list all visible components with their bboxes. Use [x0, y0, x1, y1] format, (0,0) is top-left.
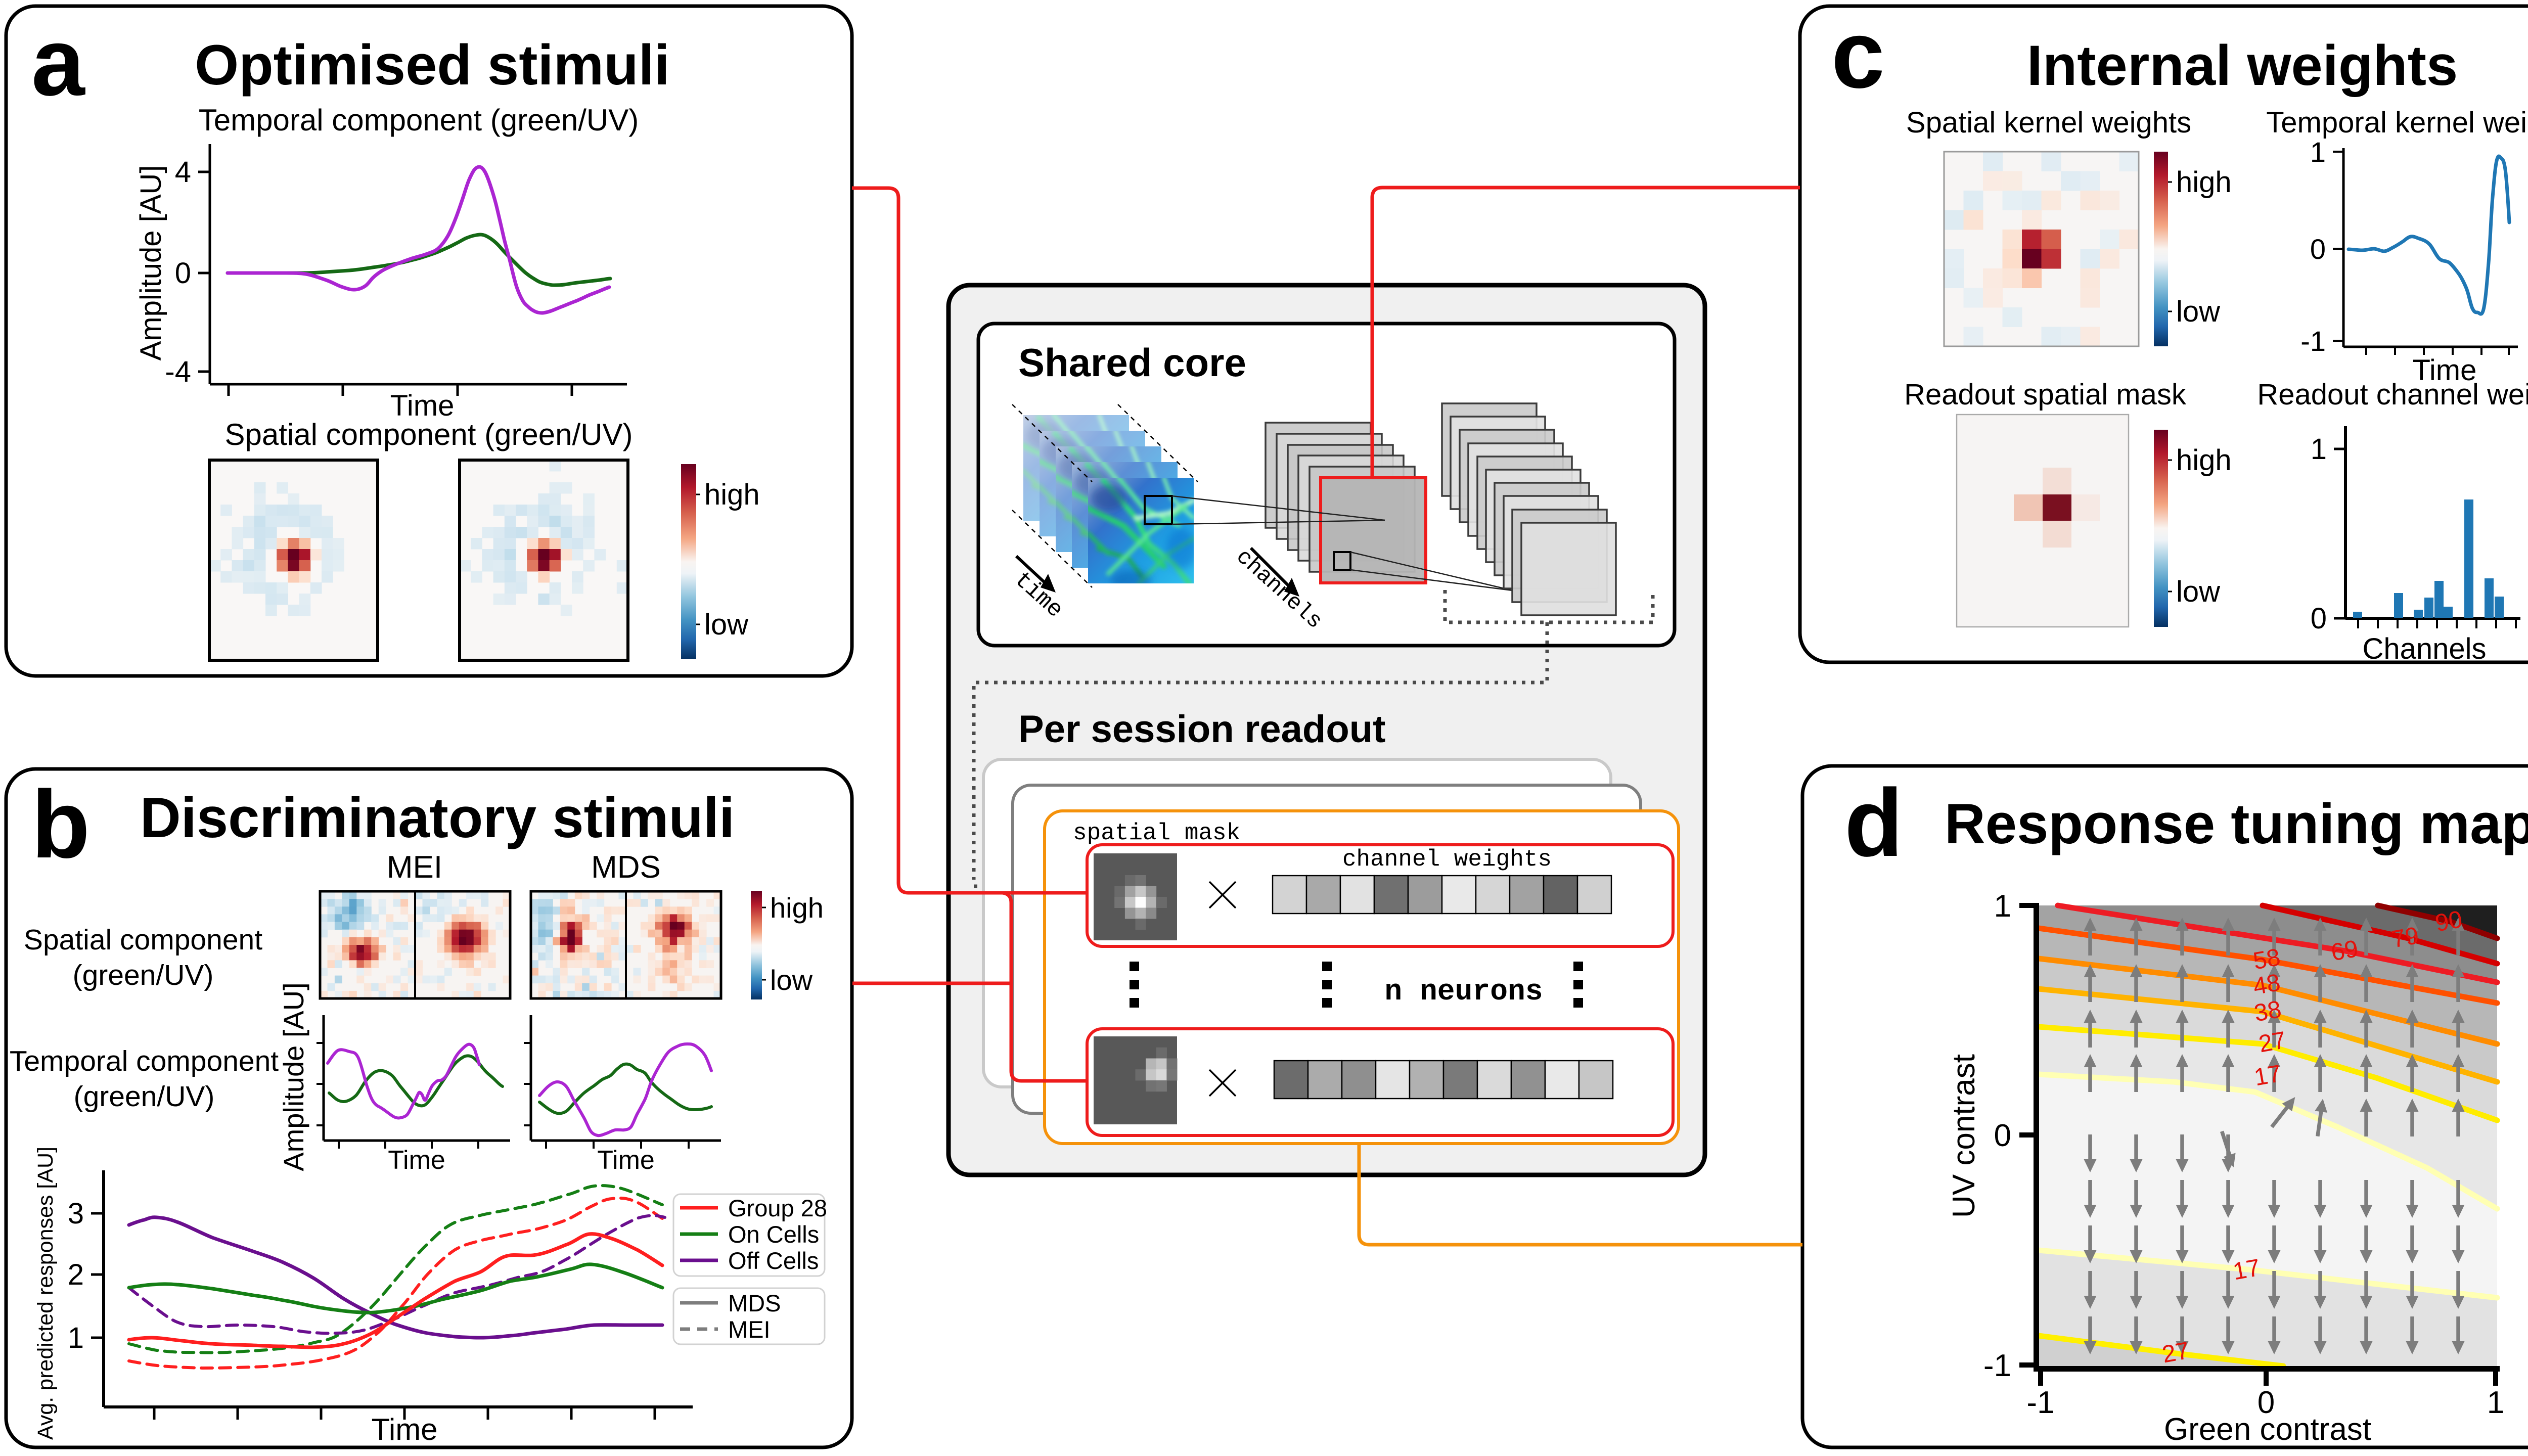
svg-text:(green/UV): (green/UV) — [74, 1080, 215, 1113]
svg-text:low: low — [2176, 575, 2221, 608]
svg-text:Group 28: Group 28 — [728, 1195, 827, 1221]
svg-text:Readout channel weights: Readout channel weights — [2257, 378, 2528, 411]
svg-text:Amplitude [AU]: Amplitude [AU] — [278, 982, 309, 1171]
svg-text:Amplitude [AU]: Amplitude [AU] — [134, 165, 167, 361]
svg-text:Internal weights: Internal weights — [2027, 34, 2458, 97]
svg-text:-1: -1 — [2026, 1385, 2054, 1420]
svg-text:high: high — [2176, 444, 2232, 477]
svg-text:17: 17 — [2252, 1060, 2283, 1091]
svg-text:high: high — [704, 478, 760, 511]
svg-text:1: 1 — [2310, 136, 2326, 168]
svg-text:2: 2 — [68, 1258, 84, 1291]
svg-text:Time: Time — [2413, 354, 2477, 387]
svg-text:Time: Time — [388, 1146, 445, 1175]
svg-text:Per session readout: Per session readout — [1018, 708, 1386, 751]
svg-text:UV contrast: UV contrast — [1947, 1054, 1981, 1218]
svg-text:b: b — [31, 771, 90, 878]
svg-text:spatial mask: spatial mask — [1073, 820, 1240, 846]
svg-text:Discriminatory stimuli: Discriminatory stimuli — [140, 786, 735, 849]
svg-text:d: d — [1844, 769, 1903, 877]
svg-text:3: 3 — [68, 1197, 84, 1230]
svg-text:69: 69 — [2329, 935, 2360, 966]
svg-text:low: low — [704, 608, 749, 641]
svg-text:Off Cells: Off Cells — [728, 1247, 819, 1274]
svg-text:n neurons: n neurons — [1384, 976, 1543, 1009]
svg-text:low: low — [2176, 295, 2221, 328]
svg-text:90: 90 — [2433, 906, 2464, 937]
svg-text:Spatial component (green/UV): Spatial component (green/UV) — [224, 418, 633, 451]
svg-text:Time: Time — [597, 1146, 655, 1175]
svg-text:Response tuning maps: Response tuning maps — [1945, 792, 2528, 855]
svg-text:a: a — [31, 9, 85, 116]
svg-text:1: 1 — [2311, 433, 2327, 466]
svg-text:channel weights: channel weights — [1342, 846, 1552, 873]
svg-text:27: 27 — [2256, 1027, 2288, 1058]
svg-text:Spatial kernel weights: Spatial kernel weights — [1906, 106, 2191, 139]
svg-text:Time: Time — [390, 389, 455, 422]
svg-text:MDS: MDS — [728, 1290, 781, 1316]
svg-text:79: 79 — [2389, 922, 2421, 953]
svg-text:0: 0 — [175, 257, 191, 290]
svg-text:Channels: Channels — [2362, 632, 2486, 665]
svg-text:Spatial component: Spatial component — [24, 924, 262, 956]
svg-text:0: 0 — [2310, 233, 2326, 265]
svg-text:c: c — [1831, 1, 1885, 108]
svg-text:Temporal kernel weights: Temporal kernel weights — [2266, 106, 2528, 139]
svg-text:On Cells: On Cells — [728, 1221, 819, 1248]
svg-text:17: 17 — [2231, 1254, 2262, 1285]
svg-text:38: 38 — [2252, 996, 2283, 1027]
svg-text:MEI: MEI — [728, 1316, 771, 1343]
svg-text:-4: -4 — [165, 355, 191, 388]
svg-text:Readout spatial mask: Readout spatial mask — [1904, 378, 2187, 411]
svg-text:Time: Time — [371, 1413, 437, 1446]
svg-text:Temporal component: Temporal component — [10, 1045, 279, 1077]
svg-text:1: 1 — [2487, 1385, 2504, 1420]
svg-text:0: 0 — [2258, 1385, 2275, 1420]
svg-text:-1: -1 — [2300, 325, 2326, 357]
svg-text:(green/UV): (green/UV) — [73, 959, 214, 991]
svg-text:4: 4 — [175, 156, 191, 189]
svg-text:58: 58 — [2251, 944, 2282, 975]
svg-text:MDS: MDS — [591, 850, 661, 885]
svg-text:Green contrast: Green contrast — [2164, 1412, 2371, 1447]
svg-text:0: 0 — [2311, 602, 2327, 635]
svg-text:1: 1 — [68, 1322, 84, 1354]
svg-text:high: high — [770, 892, 824, 924]
svg-text:27: 27 — [2160, 1337, 2191, 1368]
svg-text:high: high — [2176, 166, 2232, 199]
svg-text:Optimised stimuli: Optimised stimuli — [195, 33, 670, 97]
svg-text:-1: -1 — [1983, 1348, 2011, 1383]
svg-text:low: low — [770, 964, 813, 996]
svg-text:MEI: MEI — [387, 850, 442, 885]
svg-text:0: 0 — [1994, 1118, 2011, 1153]
svg-text:Temporal component (green/UV): Temporal component (green/UV) — [199, 103, 639, 137]
svg-text:Avg. predicted responses [AU]: Avg. predicted responses [AU] — [33, 1147, 58, 1440]
svg-text:48: 48 — [2251, 969, 2282, 1000]
svg-text:1: 1 — [1994, 889, 2011, 924]
svg-text:Shared core: Shared core — [1018, 340, 1246, 385]
